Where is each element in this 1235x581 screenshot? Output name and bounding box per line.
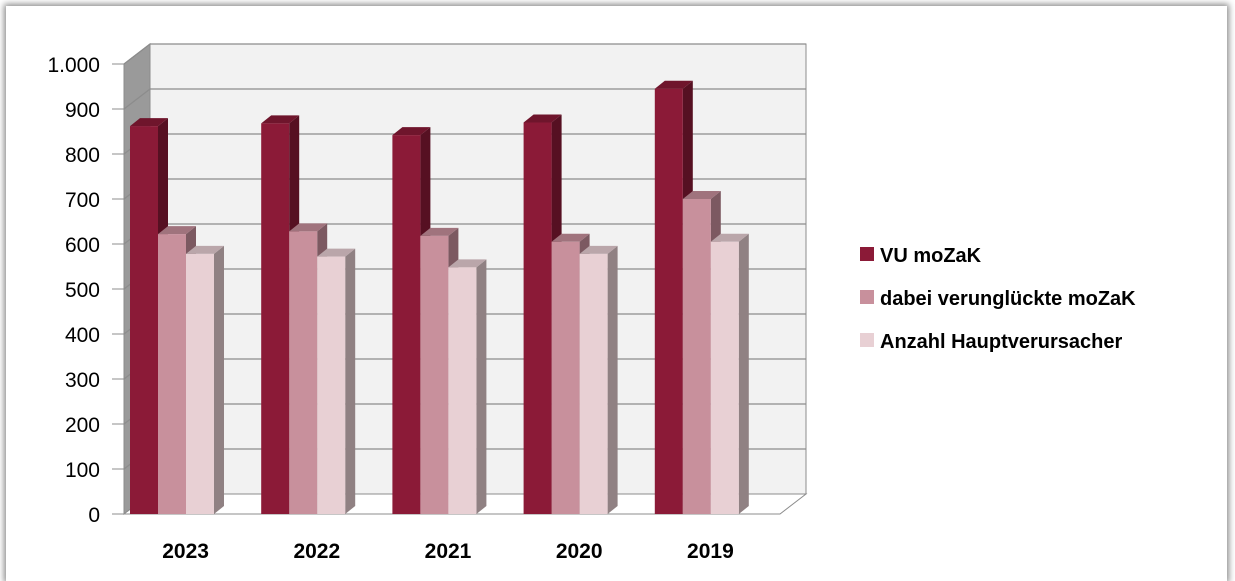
y-axis: 0 100 200 300 400 500 600 700 800 900 1.000 [47,54,125,527]
bar-top [392,127,431,136]
legend-swatch [860,247,874,261]
bar-top [654,80,693,89]
bar-front [130,126,158,514]
bar-front [261,123,290,515]
grid-line [123,88,806,110]
bar-front [420,235,449,514]
bar-front [158,234,186,514]
bar-top [448,259,487,268]
bar-top [710,233,749,242]
bar-top [551,233,590,242]
bar-front [579,253,608,514]
bar-side [345,248,356,514]
y-tick-label: 1.000 [47,54,100,77]
bar-top [130,118,168,127]
x-tick-label: 2019 [687,540,734,563]
x-axis: 2023 2022 2021 2020 2019 [162,540,734,563]
y-tick-label: 200 [65,414,100,437]
grid-line [123,43,806,65]
bar [710,233,749,514]
bar-front [710,241,739,514]
bar-front [317,256,346,514]
bar-top [289,223,328,232]
legend: VU moZaK dabei verunglückte moZaK Anzahl H… [860,245,1136,353]
bar-top [261,115,300,124]
bar [448,259,487,514]
bar-front [448,267,477,514]
bar-front [523,122,552,514]
x-tick-label: 2022 [293,540,340,563]
x-tick-label: 2020 [556,540,603,563]
x-tick-label: 2023 [162,540,209,563]
x-tick-label: 2021 [425,540,472,563]
bar-top [523,114,562,123]
bar-top [420,227,459,236]
bar-side [214,245,224,514]
legend-swatch [860,290,874,304]
y-tick-label: 800 [65,144,100,167]
y-tick-label: 0 [88,504,100,527]
bar-front [186,253,214,514]
bar-side [607,245,618,514]
y-tick-label: 300 [65,369,100,392]
bar-top [317,248,356,257]
bar-top [579,245,618,254]
bar-top [158,226,196,235]
bar [317,248,356,514]
bar-front [551,241,580,514]
bar-front [392,135,421,514]
bar [130,118,168,514]
legend-swatch [860,333,874,347]
bar [654,80,693,514]
bar-top [186,245,224,254]
y-tick-label: 500 [65,279,100,302]
y-tick-label: 400 [65,324,100,347]
bar [579,245,618,514]
bar-top [682,191,721,199]
legend-label: dabei verunglückte moZaK [880,288,1136,310]
y-tick-label: 100 [65,459,100,482]
bar-front [289,231,318,514]
bar-side [738,233,749,514]
bar [523,114,562,514]
y-tick-label: 600 [65,234,100,257]
bars [130,80,749,515]
legend-label: VU moZaK [880,245,982,267]
bar [186,245,224,514]
bar-front [682,199,711,514]
bar-side [476,259,487,514]
y-tick-label: 900 [65,99,100,122]
legend-label: Anzahl Hauptverursacher [880,331,1123,353]
y-tick-label: 700 [65,189,100,212]
bar-front [654,88,683,514]
